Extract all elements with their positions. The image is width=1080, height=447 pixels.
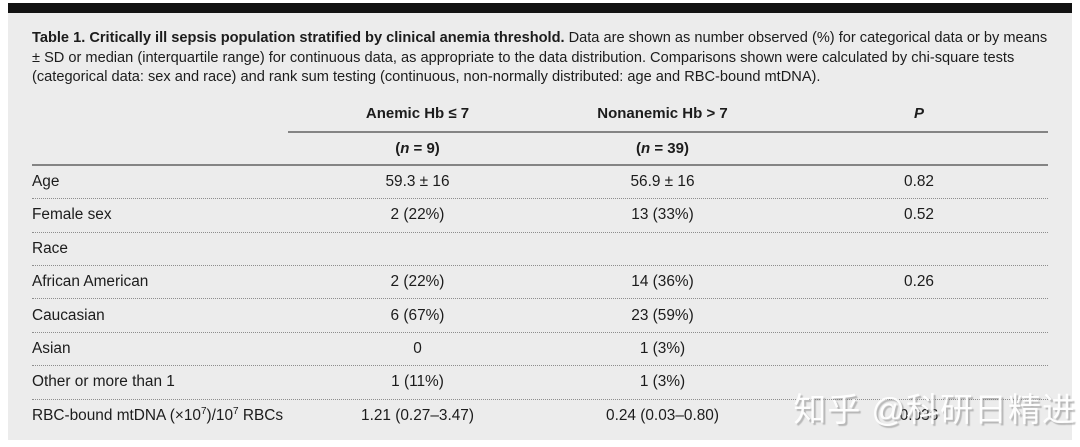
row-label: Asian [32,339,71,357]
cell-p: 0.036 [899,406,939,424]
cell-nonanemic: 1 (3%) [639,373,686,391]
table-row-asian: Asian 0 1 (3%) [32,333,1048,367]
cell-p: 0.82 [904,172,934,190]
cell-anemic: 6 (67%) [390,306,445,324]
cell-anemic: 1 (11%) [391,373,444,391]
row-label: Caucasian [32,306,105,324]
caption-body: Data are shown as number observed (%) fo… [32,30,1048,86]
cell-nonanemic: 1 (3%) [639,339,686,357]
table-row-race: Race [32,233,1048,266]
superscript-exponent: 7 [200,405,207,417]
cell-anemic: 0 [413,339,422,357]
cell-p: 0.52 [904,206,934,224]
row-label: Age [32,172,60,190]
data-table: Anemic Hb ≤ 7 Nonanemic Hb > 7 P (n = 9)… [32,97,1048,432]
header-rule [288,130,1048,133]
n-value: = 9) [409,139,440,157]
cell-nonanemic: 0.24 (0.03–0.80) [606,406,719,424]
row-label: RBC-bound mtDNA (×107)/107 RBCs [32,405,300,425]
cell-anemic: 59.3 ± 16 [385,172,450,190]
label-text: RBC-bound mtDNA (×10 [32,406,201,424]
n-value: = 39) [650,139,689,157]
row-label: Female sex [32,206,112,224]
n-open-paren: ( [636,139,642,157]
row-label: Race [32,239,68,257]
cell-anemic: 2 (22%) [390,206,445,224]
col-header-p: P [913,105,924,123]
subheader-anemic-n: (n = 9) [300,140,535,157]
col-header-nonanemic: Nonanemic Hb > 7 [597,105,728,123]
cell-nonanemic: 23 (59%) [631,306,694,324]
table-row-age: Age 59.3 ± 16 56.9 ± 16 0.82 [32,166,1048,200]
label-text: RBCs [238,406,284,424]
table-panel: Table 1. Critically ill sepsis populatio… [8,3,1072,440]
table-row-african-american: African American 2 (22%) 14 (36%) 0.26 [32,266,1048,300]
subheader-nonanemic-n: (n = 39) [535,140,790,157]
row-label: African American [32,273,149,291]
n-symbol: n [641,139,651,157]
col-header-anemic: Anemic Hb ≤ 7 [365,105,470,123]
table-row-rbc-mtdna: RBC-bound mtDNA (×107)/107 RBCs 1.21 (0.… [32,400,1048,432]
caption-title: Table 1. Critically ill sepsis populatio… [32,30,565,46]
row-label: Other or more than 1 [32,373,175,391]
cell-anemic: 1.21 (0.27–3.47) [361,406,474,424]
top-accent-bar [8,3,1072,13]
table-row-caucasian: Caucasian 6 (67%) 23 (59%) [32,299,1048,333]
cell-nonanemic: 13 (33%) [631,206,694,224]
cell-nonanemic: 56.9 ± 16 [630,172,695,190]
table-row-other: Other or more than 1 1 (11%) 1 (3%) [32,366,1048,400]
n-symbol: n [400,139,410,157]
subheader-rule [32,163,1048,166]
superscript-exponent: 7 [233,405,239,417]
n-open-paren: ( [395,139,401,157]
table-caption: Table 1. Critically ill sepsis populatio… [32,29,1048,88]
table-row-female-sex: Female sex 2 (22%) 13 (33%) 0.52 [32,199,1048,233]
cell-nonanemic: 14 (36%) [631,273,694,291]
cell-anemic: 2 (22%) [390,273,445,291]
table-subheader-row: (n = 9) (n = 39) [32,133,1048,164]
table-header-row: Anemic Hb ≤ 7 Nonanemic Hb > 7 P [32,97,1048,131]
label-text: )/10 [206,406,234,424]
cell-p: 0.26 [904,273,934,291]
